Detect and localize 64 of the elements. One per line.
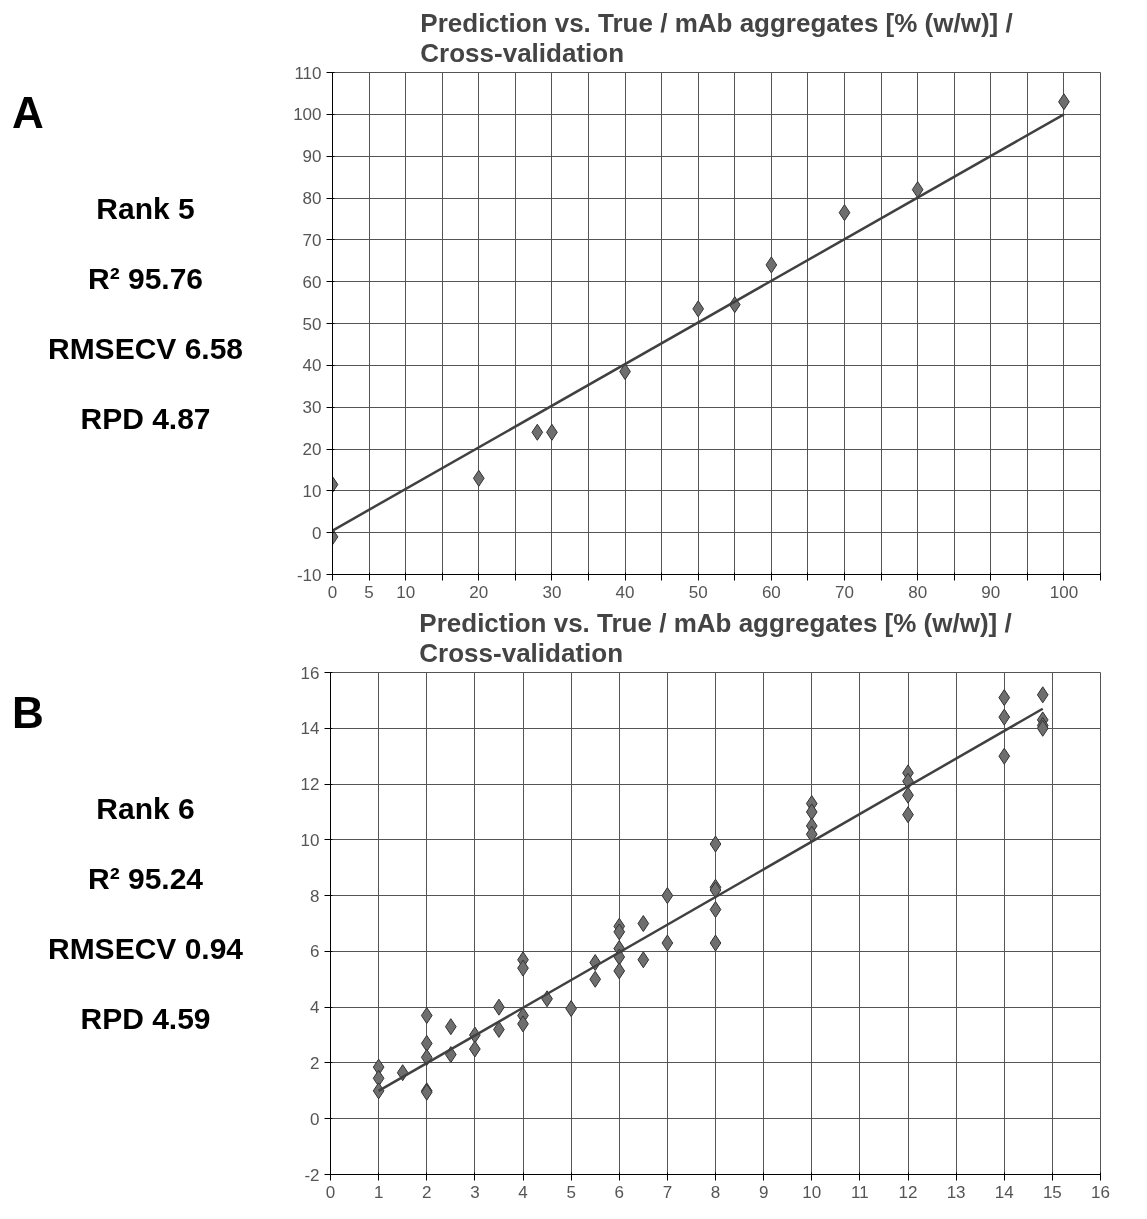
x-tick-label: 8 [710,1182,721,1202]
y-tick-label: 4 [310,998,320,1018]
x-tick-label: 6 [614,1182,624,1202]
text: R² 95.24 [87,861,204,895]
x-tick-label: 11 [851,1182,869,1202]
x-tick-label: 20 [469,582,489,602]
x-tick-label: 2 [422,1182,432,1202]
x-tick-label: 0 [325,1182,336,1202]
y-tick-label: 20 [302,440,322,459]
x-tick-label: 4 [518,1182,528,1202]
x-tick-label: 100 [1049,582,1079,602]
y-tick-label: 12 [300,775,320,795]
y-tick-label: 100 [293,105,322,125]
y-tick-label: -10 [296,565,322,585]
x-tick-label: 60 [761,582,781,602]
chart-title: Prediction vs. True / mAb aggregates [% (w/w)] / Cross-validation [420,7,1013,68]
text: R² 95.76 [87,261,204,295]
text: Rank 6 [96,791,195,825]
y-tick-label: 60 [302,272,322,292]
x-tick-label: 7 [662,1182,673,1202]
x-tick-label: 1 [373,1182,384,1202]
y-tick-label: 10 [302,481,322,501]
y-tick-label: 6 [310,942,320,962]
x-tick-label: 90 [981,582,1001,602]
x-tick-label: 13 [946,1182,966,1202]
x-tick-label: 14 [994,1182,1014,1202]
x-tick-label: 70 [835,582,854,602]
chart-title: Prediction vs. True / mAb aggregates [% (w/w)] / Cross-validation [419,607,1012,668]
x-tick-label: 10 [802,1182,822,1202]
y-tick-label: 90 [302,147,322,167]
y-tick-label: 80 [302,189,322,208]
y-tick-label: 16 [300,663,320,683]
text: A [12,88,44,138]
x-tick-label: 16 [1091,1182,1110,1202]
text: RMSECV 0.94 [47,932,244,966]
text: B [12,688,44,738]
x-tick-label: 3 [470,1182,480,1202]
y-tick-label: 0 [310,1109,320,1129]
x-tick-label: 30 [542,582,562,602]
x-tick-label: 9 [758,1182,769,1202]
y-tick-label: 50 [302,314,322,334]
y-tick-label: 14 [300,719,320,739]
x-tick-label: 0 [327,582,338,602]
y-tick-label: 8 [310,886,320,906]
text: RPD 4.87 [80,402,211,436]
text: Rank 5 [96,191,195,225]
x-tick-label: 15 [1042,1182,1062,1202]
y-tick-label: 0 [312,523,322,543]
text: RMSECV 6.58 [47,332,244,366]
y-tick-label: 110 [294,63,322,83]
y-tick-label: 70 [302,230,322,250]
y-tick-label: -2 [304,1165,320,1185]
x-tick-label: 10 [396,582,416,602]
x-tick-label: 40 [615,582,635,602]
text: RPD 4.59 [80,1002,211,1036]
x-tick-label: 5 [364,582,374,602]
x-tick-label: 80 [908,582,928,602]
y-tick-label: 40 [302,356,322,376]
x-tick-label: 5 [566,1182,576,1202]
x-tick-label: 50 [688,582,708,602]
y-tick-label: 30 [302,398,322,418]
y-tick-label: 10 [300,830,320,850]
x-tick-label: 12 [898,1182,918,1202]
y-tick-label: 2 [310,1053,320,1073]
